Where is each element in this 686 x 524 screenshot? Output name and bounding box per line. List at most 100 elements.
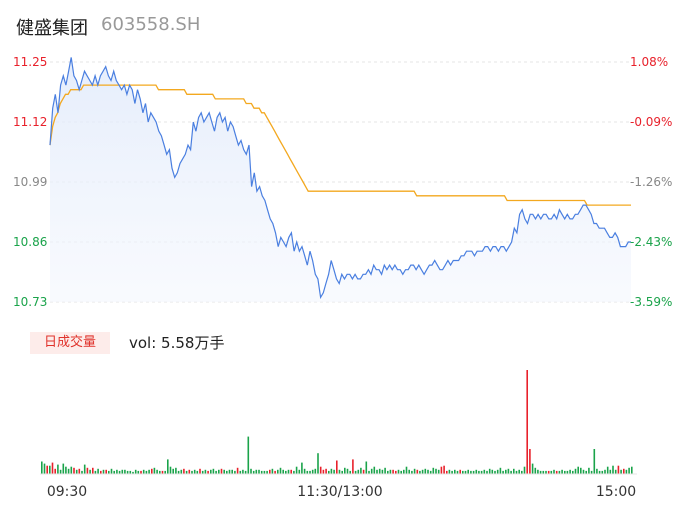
volume-bar — [421, 469, 424, 474]
volume-bar — [373, 466, 376, 474]
volume-bar — [51, 462, 54, 474]
volume-bar — [65, 466, 67, 474]
volume-bar — [164, 470, 166, 474]
y-right-tick-label: -2.43% — [630, 235, 672, 249]
volume-bar — [480, 470, 483, 474]
volume-bar — [145, 470, 148, 474]
volume-bar — [244, 470, 247, 474]
volume-bar — [483, 469, 486, 474]
volume-bar — [577, 466, 579, 474]
volume-bar — [260, 470, 263, 474]
volume-bar — [488, 468, 491, 474]
volume-bar — [529, 449, 531, 474]
volume-bar — [49, 465, 51, 474]
volume-bar — [542, 470, 545, 474]
volume-bar — [580, 467, 582, 474]
volume-bar — [346, 468, 349, 474]
volume-bar — [604, 469, 606, 474]
volume-bar — [405, 466, 408, 474]
volume-bar — [451, 470, 453, 474]
volume-bar — [89, 469, 91, 474]
volume-bar — [561, 469, 563, 474]
volume-bar — [408, 469, 410, 474]
volume-bar — [252, 470, 255, 474]
volume-bar — [274, 470, 276, 474]
volume-bar — [322, 469, 325, 474]
y-tick-label: 10.99 — [13, 175, 47, 189]
volume-bar — [400, 470, 402, 474]
volume-bar — [523, 466, 526, 474]
volume-bar — [258, 469, 260, 474]
volume-bar — [317, 453, 319, 474]
volume-bar — [464, 470, 467, 474]
volume-bar — [223, 469, 225, 474]
volume-bar — [46, 465, 48, 474]
volume-bar — [349, 470, 351, 474]
volume-bar — [354, 470, 357, 474]
volume-bar — [494, 470, 496, 474]
volume-bar — [113, 470, 115, 474]
volume-bar — [301, 462, 303, 474]
volume-bar — [625, 469, 628, 474]
stock-code: 603558.SH — [101, 14, 201, 35]
volume-bar — [151, 468, 153, 474]
volume-bar — [121, 469, 124, 474]
tab-daily-volume[interactable]: 日成交量 — [30, 332, 110, 354]
volume-bar — [376, 469, 378, 474]
volume-bar — [110, 468, 113, 474]
volume-bar — [306, 470, 309, 474]
volume-bar — [177, 470, 180, 474]
volume-bar — [526, 370, 528, 474]
volume-bar — [62, 463, 65, 474]
volume-bar — [574, 468, 577, 474]
volume-bar — [266, 470, 268, 474]
volume-bar — [73, 467, 75, 474]
volume-bar — [341, 470, 343, 474]
volume-bar — [368, 470, 370, 474]
volume-bar — [432, 467, 435, 474]
volume-bar — [116, 469, 118, 474]
volume-bar — [175, 467, 177, 474]
volume-bar — [172, 468, 174, 474]
volume-bar — [57, 464, 59, 474]
volume-bar — [496, 469, 499, 474]
volume-bar — [277, 469, 279, 474]
volume-bar — [41, 461, 43, 474]
y-tick-label: 11.25 — [13, 55, 47, 69]
volume-bar — [188, 469, 191, 474]
volume-bar — [212, 468, 215, 474]
volume-bar — [446, 470, 448, 474]
volume-bar — [609, 469, 612, 474]
volume-bar — [419, 470, 421, 474]
volume-bar — [220, 468, 223, 474]
volume-bar — [505, 469, 507, 474]
volume-bar — [564, 470, 566, 474]
volume-bar — [596, 468, 598, 474]
volume-bar — [378, 468, 381, 474]
volume-bar — [572, 470, 574, 474]
y-tick-label: 10.73 — [13, 295, 47, 309]
volume-bar — [83, 464, 86, 474]
volume-bar — [102, 469, 105, 474]
volume-bar — [612, 465, 614, 474]
volume-bar — [105, 469, 107, 474]
price-area-fill — [50, 57, 631, 303]
volume-bar — [215, 470, 217, 474]
volume-bar — [239, 470, 242, 474]
volume-bar — [255, 469, 258, 474]
volume-bar — [118, 470, 121, 474]
volume-bar — [279, 467, 282, 474]
volume-bar — [387, 470, 389, 474]
volume-bar — [75, 469, 78, 474]
volume-bar — [628, 467, 630, 474]
y-right-tick-label: -0.09% — [630, 115, 672, 129]
volume-bar — [126, 470, 129, 474]
volume-bar — [319, 466, 322, 474]
volume-bar — [360, 467, 362, 474]
y-tick-label: 10.86 — [13, 235, 47, 249]
y-right-tick-label: -3.59% — [630, 295, 672, 309]
volume-bar — [435, 468, 437, 474]
volume-bar — [427, 469, 429, 474]
volume-bar — [448, 469, 451, 474]
